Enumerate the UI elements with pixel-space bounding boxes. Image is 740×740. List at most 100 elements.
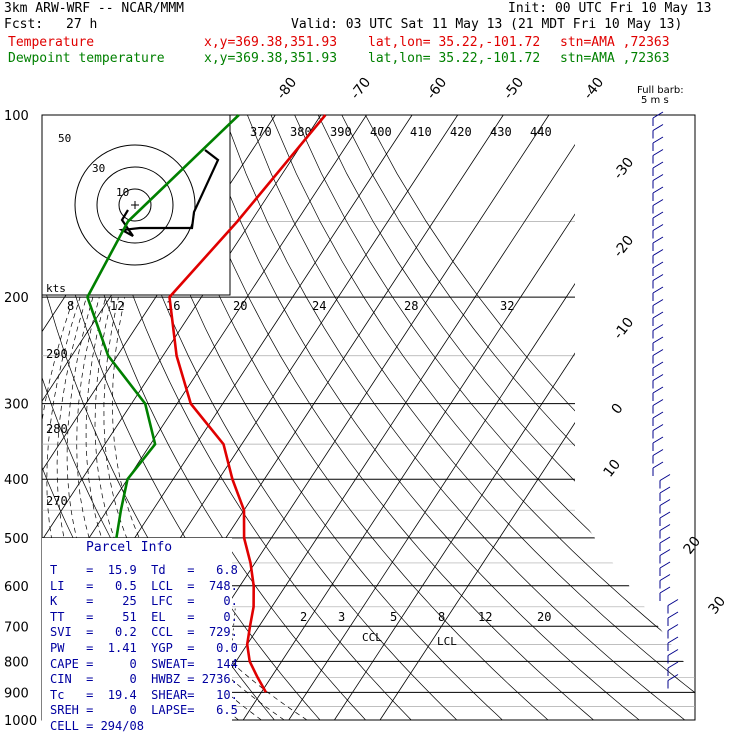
isobar-label: 600 <box>4 580 29 595</box>
hodo-axis-label: 32 <box>500 299 514 313</box>
init-time: Init: 00 UTC Fri 10 May 13 <box>508 1 712 16</box>
dry-adiabat <box>341 115 695 720</box>
wind-barb <box>652 374 664 381</box>
dew-station: stn=AMA ,72363 <box>560 51 670 66</box>
wind-barb <box>659 586 671 594</box>
hodo-axis-label: 16 <box>166 299 180 313</box>
mixing-ratio-label: 2 <box>300 610 307 624</box>
dry-adiabat <box>270 115 695 720</box>
wind-barb <box>667 624 679 631</box>
valid-time: Valid: 03 UTC Sat 11 May 13 (21 MDT Fri … <box>291 17 683 32</box>
parcel-info-title: Parcel Info <box>86 540 173 555</box>
isobar-label: 400 <box>4 473 29 488</box>
dry-adiabat <box>223 115 686 720</box>
parcel-cell: CELL = 294/08 <box>50 719 144 733</box>
wind-barb <box>667 674 679 681</box>
wind-barb <box>667 599 679 606</box>
theta-label: 280 <box>46 422 68 436</box>
parcel-row: CAPE = 0 SWEAT= 144 <box>50 656 238 671</box>
wind-barb <box>659 486 671 494</box>
theta-label: 290 <box>46 347 68 361</box>
wind-barb <box>652 274 664 281</box>
series-temperature-line <box>168 114 327 693</box>
temp-station: stn=AMA ,72363 <box>560 35 670 50</box>
isotherm-label: -40 <box>581 75 608 103</box>
wind-barb <box>659 511 671 519</box>
moist-adiabat <box>94 297 262 720</box>
isotherm-label: 10 <box>601 457 625 481</box>
mixing-ratio-label: 8 <box>438 610 445 624</box>
hodograph-ring <box>74 144 196 266</box>
wind-barb <box>652 199 664 206</box>
ccl-label: CCL <box>362 631 382 644</box>
isotherm-label: -60 <box>424 75 451 103</box>
isotherm-line <box>0 115 2 720</box>
theta-label: 270 <box>46 494 68 508</box>
wind-barb <box>652 386 664 394</box>
wind-barb <box>652 399 664 406</box>
moist-adiabat <box>66 297 194 720</box>
wind-barb <box>652 324 664 331</box>
isobar-label: 100 <box>4 109 29 124</box>
dry-adiabat <box>105 115 458 720</box>
wind-barbs <box>652 111 679 689</box>
wind-barb <box>652 286 664 294</box>
isotherm-line <box>334 115 695 720</box>
parcel-row: SVI = 0.2 CCL = 729. <box>50 625 238 640</box>
parcel-row: CIN = 0 HWBZ = 2736. <box>50 672 238 687</box>
theta-label: 420 <box>450 125 472 139</box>
wind-barb <box>652 111 664 119</box>
isotherm-label: -10 <box>611 315 638 343</box>
theta-label: 410 <box>410 125 432 139</box>
dry-adiabat <box>294 115 695 720</box>
wind-barb <box>659 536 671 544</box>
isotherm-label: -20 <box>611 233 638 261</box>
wind-barb <box>652 349 664 356</box>
isobar-label: 500 <box>4 532 29 547</box>
isobar-label: 300 <box>4 398 29 413</box>
wind-barb <box>659 549 671 556</box>
barb-legend-unit: 5 m s <box>641 95 669 106</box>
wind-barb <box>652 461 664 469</box>
parcel-row: K = 25 LFC = 0. <box>50 594 238 609</box>
theta-label: 370 <box>250 125 272 139</box>
isobar-label: 200 <box>4 291 29 306</box>
isotherm-line <box>42 115 322 720</box>
wind-barb <box>652 186 664 194</box>
parcel-row: PW = 1.41 YGP = 0.0 <box>50 641 238 655</box>
wind-barb <box>652 161 664 169</box>
wind-barb <box>652 261 664 269</box>
hodo-axis-label: 12 <box>110 299 124 313</box>
temp-xy: x,y=369.38,351.93 <box>204 35 338 50</box>
wind-barb <box>652 124 664 131</box>
hodo-axis-label: 28 <box>404 299 418 313</box>
fcst-label: Fcst: <box>4 17 44 32</box>
hodograph-ring <box>118 188 152 222</box>
theta-label: 390 <box>330 125 352 139</box>
wind-barb <box>659 499 671 506</box>
wind-barb <box>667 611 679 619</box>
wind-barb <box>667 661 679 669</box>
wind-barb <box>652 361 664 369</box>
parcel-row: LI = 0.5 LCL = 748. <box>50 578 238 593</box>
wind-barb <box>652 236 664 244</box>
wind-barb <box>652 136 664 144</box>
wind-barb <box>652 424 664 431</box>
dry-adiabat <box>365 115 695 720</box>
dew-legend: Dewpoint temperature <box>8 51 165 66</box>
dry-adiabat <box>58 115 366 720</box>
isotherm-line <box>242 115 641 720</box>
dry-adiabat <box>81 115 412 720</box>
parcel-row: SREH = 0 LAPSE= 6.5 <box>50 703 238 718</box>
hodograph-speed-label: 50 <box>58 132 71 145</box>
hodo-axis-label: 20 <box>233 299 247 313</box>
wind-barb <box>652 336 664 344</box>
dry-adiabat <box>247 115 695 720</box>
fcst-value: 27 h <box>66 17 98 32</box>
isobar-label: 800 <box>4 655 29 670</box>
wind-barb <box>659 574 671 581</box>
wind-barb <box>652 411 664 419</box>
parcel-row: T = 15.9 Td = 6.8 <box>50 563 238 577</box>
dry-adiabat <box>176 115 594 720</box>
